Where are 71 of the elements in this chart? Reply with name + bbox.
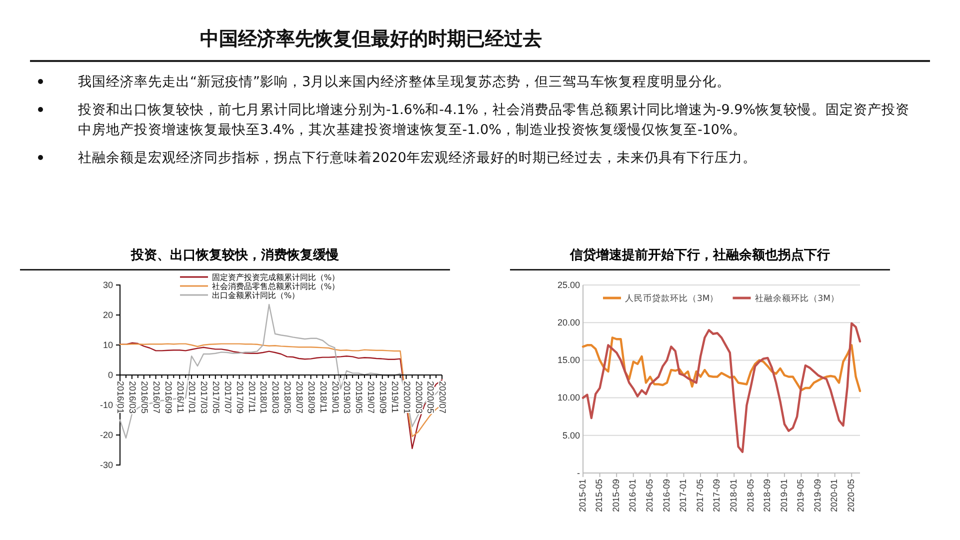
- y-tick-label: 30: [102, 280, 113, 290]
- chart-title: 投资、出口恢复较快，消费恢复缓慢: [130, 247, 339, 263]
- y-tick-label: -: [577, 468, 580, 478]
- x-tick-label: 2019-01: [778, 479, 789, 512]
- x-tick-label: 2017/09: [234, 381, 245, 414]
- x-tick-label: 2020/03: [414, 381, 424, 414]
- x-tick-label: 2020/01: [402, 381, 412, 414]
- y-tick-label: 20.00: [557, 317, 580, 328]
- legend-label: 固定资产投资完成额累计同比（%）: [212, 273, 340, 282]
- x-tick-label: 2020-01: [829, 479, 840, 512]
- x-tick-label: 2018-05: [745, 479, 756, 512]
- y-tick-label: 15.00: [557, 355, 580, 366]
- x-tick-label: 2018/09: [306, 381, 316, 414]
- x-tick-label: 2020/07: [438, 381, 448, 414]
- x-tick-label: 2016/05: [139, 381, 150, 414]
- x-tick-label: 2019/05: [354, 381, 364, 414]
- x-tick-label: 2019/11: [390, 381, 400, 413]
- legend-label: 出口金额累计同比（%）: [212, 291, 300, 300]
- x-tick-label: 2015-01: [577, 479, 588, 512]
- x-tick-label: 2016-01: [628, 479, 638, 512]
- text: 投资和出口恢复较快，前七月累计同比增速分别为-1.6%和-4.1%，社会消费品零售总额累计同比增速为-9.9%恢复较慢。固定资产投资中房地产投资增速恢复最快至3.4%，其次基建投资增速恢复至-1.0%，制造业投资恢复缓慢仅恢复至-10%。: [78, 102, 910, 138]
- x-tick-label: 2019/09: [378, 381, 388, 414]
- x-tick-label: 2016/03: [128, 381, 138, 414]
- y-tick-label: -10: [100, 400, 113, 410]
- x-tick-label: 2020/05: [426, 381, 436, 414]
- x-tick-label: 2018/05: [282, 381, 293, 414]
- x-tick-label: 2020-05: [846, 479, 856, 512]
- x-tick-label: 2015-05: [594, 479, 604, 512]
- x-tick-label: 2018/03: [270, 381, 281, 414]
- x-tick-label: 2018/07: [294, 381, 305, 414]
- y-tick-label: 10: [102, 340, 113, 350]
- x-tick-label: 2018-01: [728, 479, 738, 512]
- x-tick-label: 2018-09: [762, 479, 772, 512]
- x-tick-label: 2019/03: [342, 381, 352, 414]
- x-tick-label: 2019-05: [796, 479, 806, 512]
- text: 中国经济率先恢复但最好的时期已经过去: [200, 27, 542, 52]
- line-series: [582, 336, 862, 392]
- x-tick-label: 2015-09: [610, 479, 621, 512]
- x-tick-label: 2019/07: [366, 381, 376, 414]
- y-tick-label: -30: [100, 460, 113, 470]
- y-tick-label: 25.00: [557, 280, 580, 290]
- y-tick-label: 20: [102, 310, 113, 320]
- y-tick-label: 10.00: [557, 392, 580, 403]
- x-tick-label: 2016/09: [163, 381, 174, 414]
- y-tick-label: -20: [100, 430, 113, 440]
- text: 我国经济率先走出“新冠疫情”影响，3月以来国内经济整体呈现复苏态势，但三驾马车恢复程度明显分化。: [78, 74, 731, 90]
- x-tick-label: 2016/01: [116, 381, 126, 414]
- x-tick-label: 2016/07: [151, 381, 162, 414]
- x-tick-label: 2017-01: [678, 479, 688, 512]
- x-tick-label: 2019/01: [330, 381, 340, 414]
- x-tick-label: 2017-09: [712, 479, 722, 512]
- x-tick-label: 2017-05: [694, 479, 705, 512]
- x-tick-label: 2017/03: [199, 381, 210, 414]
- x-tick-label: 2017/01: [187, 381, 198, 414]
- y-tick-label: 5.00: [562, 430, 580, 440]
- x-tick-label: 2016-05: [644, 479, 655, 512]
- x-tick-label: 2019-09: [812, 479, 822, 512]
- text: 社融余额是宏观经济同步指标，拐点下行意味着2020年宏观经济最好的时期已经过去，未来仍具有下行压力。: [78, 150, 756, 166]
- x-tick-label: 2016/11: [175, 381, 186, 413]
- x-tick-label: 2017/11: [246, 381, 257, 413]
- x-tick-label: 2017/05: [211, 381, 222, 414]
- x-tick-label: 2018/01: [258, 381, 269, 414]
- legend-label: 社融余额环比（3M）: [754, 293, 840, 304]
- y-tick-label: 0: [108, 370, 113, 380]
- chart-title: 信贷增速提前开始下行，社融余额也拐点下行: [569, 247, 830, 263]
- line-series: [582, 322, 862, 454]
- x-tick-label: 2016-09: [661, 479, 672, 512]
- legend-label: 社会消费品零售总额累计同比（%）: [212, 282, 340, 291]
- x-tick-label: 2018/11: [318, 381, 328, 413]
- x-tick-label: 2017/07: [222, 381, 233, 414]
- legend-label: 人民币贷款环比（3M）: [625, 293, 719, 304]
